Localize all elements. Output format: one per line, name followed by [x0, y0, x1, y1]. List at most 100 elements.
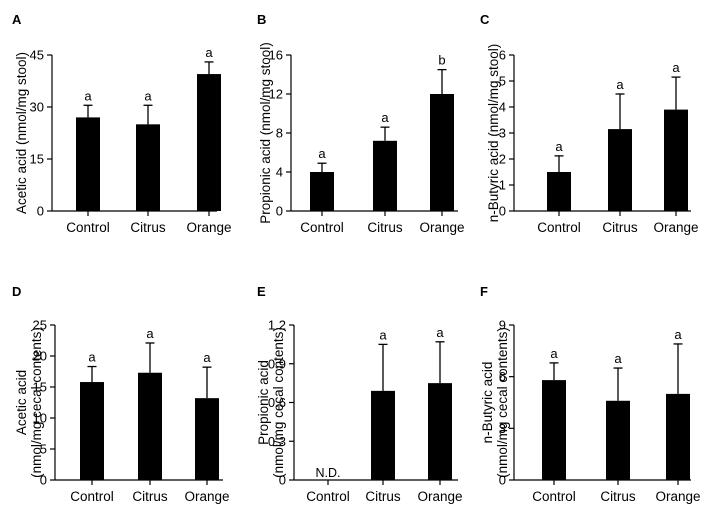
- panel-c-category-label: Orange: [653, 220, 698, 235]
- panel-c-y-tick-label: 5: [499, 74, 506, 89]
- panel-d-bar-orange: [195, 398, 219, 480]
- panel-a-significance-control: a: [84, 88, 92, 103]
- panel-e-y-tick-label: 1.2: [268, 318, 286, 333]
- panel-f-bar-citrus: [606, 400, 630, 480]
- panel-c-category-label: Control: [537, 220, 581, 235]
- panel-b-category-label: Control: [300, 220, 344, 235]
- panel-a-category-label: Citrus: [130, 220, 166, 235]
- panel-c-y-tick-label: 3: [499, 126, 506, 141]
- panel-d-bar-citrus: [138, 372, 162, 480]
- panel-b-significance-orange: b: [438, 53, 445, 68]
- panel-d-significance-control: a: [88, 350, 96, 365]
- panel-f-y-tick-label: 0: [499, 473, 506, 488]
- panel-a-bar-orange: [197, 74, 221, 211]
- panel-d-y-axis-title: Acetic acid: [14, 370, 29, 435]
- panel-a-bar-control: [76, 117, 100, 211]
- panel-c-y-tick-label: 1: [499, 178, 506, 193]
- panel-a-significance-citrus: a: [144, 88, 152, 103]
- panel-e-bar-citrus: [371, 390, 395, 480]
- panel-d-category-label: Orange: [184, 489, 229, 504]
- panel-a-letter: A: [12, 12, 22, 27]
- panel-f-significance-orange: a: [674, 327, 682, 342]
- panel-e-category-label: Orange: [417, 489, 462, 504]
- panel-b-category-label: Orange: [419, 220, 464, 235]
- panel-b-letter: B: [257, 12, 266, 27]
- panel-d-category-label: Control: [70, 489, 114, 504]
- panel-d-significance-orange: a: [203, 350, 211, 365]
- panel-f-y-tick-label: 3: [499, 421, 506, 436]
- panel-d-y-tick-label: 5: [40, 442, 47, 457]
- panel-e-y-axis-title: (nmol/mg cecal contents): [271, 327, 286, 478]
- panel-f-category-label: Control: [532, 489, 576, 504]
- panel-c-category-label: Citrus: [602, 220, 638, 235]
- panel-f-y-tick-label: 6: [499, 369, 506, 384]
- panel-e-category-label: Citrus: [365, 489, 401, 504]
- panel-b-y-tick-label: 12: [269, 87, 283, 102]
- panel-e-y-tick-label: 0.6: [268, 395, 286, 410]
- panel-a-category-label: Orange: [186, 220, 231, 235]
- panel-e-letter: E: [257, 284, 266, 299]
- panel-d-letter: D: [12, 284, 21, 299]
- panel-e-significance-citrus: a: [379, 327, 387, 342]
- panel-d-bar-control: [80, 382, 104, 480]
- panel-f-y-axis-title: (nmol/mg cecal contents): [495, 327, 510, 478]
- panel-e-y-axis-title: Propionic acid: [256, 360, 271, 445]
- panel-b-y-tick-label: 4: [276, 165, 283, 180]
- panel-e-nd-annotation: N.D.: [316, 466, 341, 480]
- panel-f-category-label: Citrus: [600, 489, 636, 504]
- panel-c-letter: C: [480, 12, 490, 27]
- panel-a-y-tick-label: 0: [37, 204, 44, 219]
- panel-d-y-tick-label: 10: [33, 411, 47, 426]
- panel-b-category-label: Citrus: [367, 220, 403, 235]
- panel-b-y-tick-label: 8: [276, 126, 283, 141]
- panel-f-bar-control: [542, 380, 566, 480]
- panel-b-y-tick-label: 0: [276, 204, 283, 219]
- panel-a-category-label: Control: [66, 220, 110, 235]
- panel-a-bar-citrus: [136, 124, 160, 211]
- panel-f-significance-control: a: [550, 346, 558, 361]
- panel-f-significance-citrus: a: [614, 351, 622, 366]
- panel-c-significance-orange: a: [672, 60, 680, 75]
- panel-f-letter: F: [480, 284, 488, 299]
- panel-c-significance-control: a: [555, 139, 563, 154]
- panel-a-y-tick-label: 45: [30, 48, 44, 63]
- panel-f-y-tick-label: 9: [499, 318, 506, 333]
- panel-d-y-axis-title: (nmol/mg cecal contents): [29, 327, 44, 478]
- panel-f-category-label: Orange: [655, 489, 700, 504]
- panel-b-significance-citrus: a: [381, 110, 389, 125]
- panel-c-y-tick-label: 2: [499, 152, 506, 167]
- panel-d-category-label: Citrus: [132, 489, 168, 504]
- panel-d-y-tick-label: 0: [40, 473, 47, 488]
- panel-c-significance-citrus: a: [616, 77, 624, 92]
- panel-d-y-tick-label: 25: [33, 318, 47, 333]
- panel-e-y-tick-label: 0.3: [268, 434, 286, 449]
- panel-c-bar-orange: [664, 109, 688, 211]
- panel-e-y-tick-label: 0: [279, 473, 286, 488]
- panel-f-bar-orange: [666, 393, 690, 480]
- panel-b-bar-control: [310, 172, 334, 211]
- panel-b-bar-citrus: [373, 140, 397, 211]
- panel-c-bar-citrus: [608, 129, 632, 211]
- panel-c-y-tick-label: 0: [499, 204, 506, 219]
- panel-e-category-label: Control: [306, 489, 350, 504]
- panel-e-significance-orange: a: [436, 325, 444, 340]
- panel-a-significance-orange: a: [205, 45, 213, 60]
- panel-d-y-tick-label: 15: [33, 380, 47, 395]
- panel-b-y-tick-label: 16: [269, 48, 283, 63]
- panel-a-y-tick-label: 30: [30, 100, 44, 115]
- panel-a-y-axis-title: Acetic acid (nmol/mg stool): [14, 52, 29, 214]
- panel-d-y-tick-label: 20: [33, 349, 47, 364]
- panel-a-y-tick-label: 15: [30, 152, 44, 167]
- panel-b-y-axis-title: Propionic acid (nmol/mg stool): [258, 42, 273, 224]
- panel-b-bar-orange: [430, 94, 454, 211]
- panel-e-bar-orange: [428, 383, 452, 480]
- panel-c-y-tick-label: 6: [499, 48, 506, 63]
- panel-f-y-axis-title: n-Butyric acid: [480, 362, 495, 444]
- panel-c-y-tick-label: 4: [499, 100, 506, 115]
- panel-c-bar-control: [547, 172, 571, 211]
- panel-b-significance-control: a: [318, 146, 326, 161]
- panel-e-y-tick-label: 0.9: [268, 356, 286, 371]
- panel-d-significance-citrus: a: [146, 326, 154, 341]
- panel-c-y-axis-title: n-Butyric acid (nmol/mg stool): [486, 44, 501, 223]
